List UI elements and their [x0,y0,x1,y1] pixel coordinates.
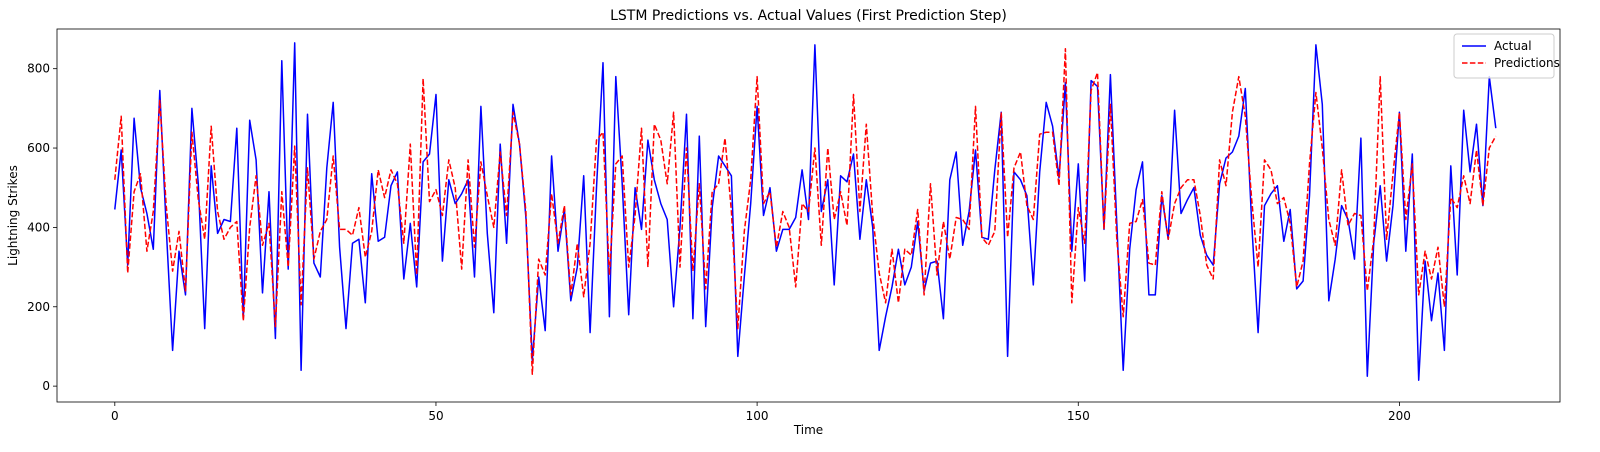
x-axis: 0 50 100 150 200 [111,402,1411,423]
legend-label-actual: Actual [1494,39,1532,53]
x-tick-label: 0 [111,409,119,423]
y-tick-label: 200 [27,300,50,314]
legend: Actual Predictions [1453,33,1560,79]
y-axis: 0 200 400 600 800 [27,62,57,393]
x-tick-label: 150 [1067,409,1090,423]
legend-box [1453,33,1555,79]
x-tick-label: 50 [428,409,443,423]
series-layer [114,42,1497,381]
plot-area [56,28,1561,403]
series-actual-line [114,42,1497,381]
x-tick-label: 100 [746,409,769,423]
y-tick-label: 600 [27,141,50,155]
x-tick-label: 200 [1388,409,1411,423]
legend-label-predictions: Predictions [1494,56,1560,70]
series-predictions-line [114,48,1497,375]
chart-title: LSTM Predictions vs. Actual Values (Firs… [610,8,1007,24]
y-tick-label: 0 [42,379,50,393]
y-tick-label: 800 [27,62,50,76]
y-tick-label: 400 [27,220,50,234]
y-axis-label: Lightning Strikes [6,165,20,266]
x-axis-label: Time [793,423,823,437]
plot-frame [56,28,1561,403]
